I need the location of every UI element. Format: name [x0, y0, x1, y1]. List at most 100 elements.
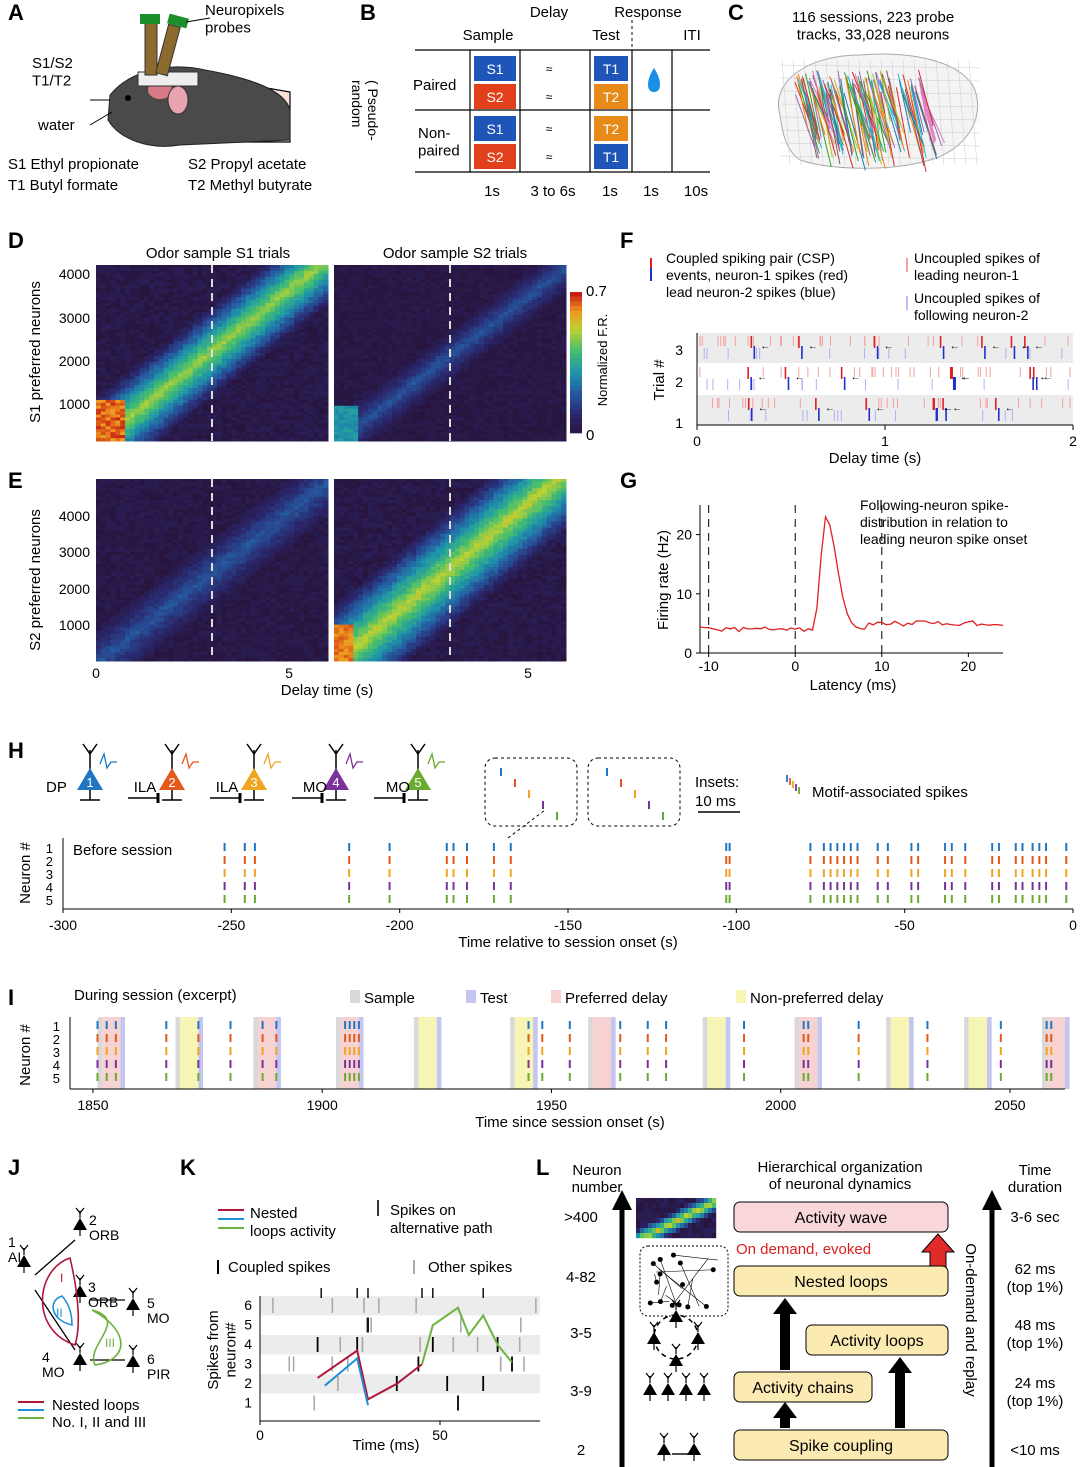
heatmap-d-left-cell	[221, 394, 227, 398]
probe-track	[867, 77, 891, 149]
heatmap-d-left-cell	[149, 379, 155, 383]
heatmap-d-left-cell	[134, 370, 140, 375]
heatmap-d-left-cell	[279, 267, 285, 272]
heatmap-d-left-cell	[168, 265, 174, 269]
heatmap-d-right-cell	[469, 291, 475, 295]
heatmap-d-right-cell	[556, 329, 562, 333]
heatmap-d-left-cell	[115, 282, 121, 287]
heatmap-d-right-cell	[517, 267, 523, 272]
heatmap-d-left-cell	[260, 309, 266, 313]
heatmap-d-left-cell	[212, 288, 218, 292]
heatmap-d-right-cell	[387, 332, 393, 336]
heatmap-d-right-cell	[343, 358, 349, 363]
heatmap-d-right-cell	[479, 320, 485, 325]
heatmap-d-left-cell	[192, 438, 198, 442]
heatmap-d-left-cell	[303, 288, 310, 292]
heatmap-d-left-cell	[265, 303, 271, 307]
heatmap-d-right-cell	[363, 300, 369, 304]
heatmap-d-left-cell	[255, 317, 261, 322]
heatmap-d-left-cell	[158, 326, 165, 331]
heatmap-d-left-cell	[323, 423, 329, 427]
heatmap-d-right-cell	[396, 273, 403, 278]
heatmap-d-right-cell	[537, 270, 543, 275]
heatmap-d-left-cell	[313, 273, 319, 278]
heatmap-d-left-cell	[202, 282, 208, 287]
heatmap-d-left-cell	[270, 320, 276, 325]
heatmap-d-left-cell	[212, 329, 218, 333]
heatmap-d-right-cell	[363, 291, 369, 295]
heatmap-d-left-cell	[212, 379, 218, 383]
heatmap-d-right-cell	[537, 288, 543, 292]
heatmap-d-right-cell	[338, 306, 345, 310]
heatmap-d-right-cell	[338, 320, 345, 325]
heatmap-d-left-cell	[96, 294, 102, 298]
heatmap-d-right-cell	[532, 344, 538, 348]
heatmap-d-left-cell	[241, 350, 247, 354]
heatmap-d-left-cell	[183, 303, 189, 307]
heatmap-d-right-cell	[517, 376, 523, 380]
heatmap-d-right-cell	[343, 311, 349, 316]
heatmap-d-left-cell	[318, 317, 324, 322]
panel-letter-L: L	[536, 1155, 549, 1180]
heatmap-d-right-cell	[517, 279, 523, 284]
heatmap-d-left-cell	[207, 379, 213, 383]
heatmap-d-left-cell	[313, 373, 319, 377]
heatmap-d-left-cell	[216, 382, 223, 386]
heatmap-d-right-cell	[435, 297, 441, 301]
heatmap-d-right-cell	[377, 329, 383, 333]
heatmap-d-right-cell	[488, 376, 494, 380]
heatmap-d-left-cell	[231, 326, 237, 331]
heatmap-d-left-cell	[120, 432, 126, 436]
heatmap-d-right-cell	[367, 300, 374, 304]
heatmap-d-right-cell	[363, 285, 369, 289]
heatmap-d-left-cell	[274, 388, 281, 392]
heatmap-d-left-cell	[115, 420, 121, 424]
heatmap-d-left-cell	[255, 309, 261, 313]
heatmap-d-right-cell	[517, 297, 523, 301]
heatmap-d-right-cell	[401, 267, 407, 272]
heatmap-d-left-cell	[284, 361, 290, 366]
heatmap-d-left-cell	[250, 414, 256, 419]
heatmap-d-right-cell	[435, 317, 441, 322]
heatmap-d-right-cell	[358, 311, 364, 316]
heatmap-d-left-cell	[318, 355, 324, 360]
heatmap-d-right-cell	[561, 344, 567, 348]
heatmap-d-left-cell	[168, 347, 174, 351]
heatmap-d-right-cell	[430, 279, 436, 284]
heatmap-d-left-cell	[284, 355, 290, 360]
heatmap-d-right-cell	[469, 317, 475, 322]
heatmap-d-left-cell	[265, 323, 271, 328]
heatmap-d-right-cell	[425, 291, 432, 295]
heatmap-d-right-cell	[503, 355, 509, 360]
heatmap-d-left-cell	[226, 288, 232, 292]
heatmap-d-left-cell	[168, 364, 174, 369]
heatmap-d-right-cell	[440, 303, 446, 307]
heatmap-d-left-cell	[270, 303, 276, 307]
heatmap-d-left-cell	[216, 285, 223, 289]
heatmap-d-left-cell	[265, 341, 271, 345]
heatmap-d-right-cell	[483, 373, 490, 377]
heatmap-d-left-cell	[197, 376, 203, 380]
heatmap-d-left-cell	[216, 303, 223, 307]
heatmap-d-left-cell	[192, 358, 198, 363]
heatmap-d-right-cell	[551, 341, 557, 345]
heatmap-d-left-cell	[207, 394, 213, 398]
heatmap-d-left-cell	[241, 397, 247, 401]
duration-label: 3 to 6s	[530, 183, 575, 200]
heatmap-d-left-cell	[303, 344, 310, 348]
heatmap-d-left-cell	[207, 344, 213, 348]
sample-box-S1	[474, 116, 516, 141]
heatmap-d-left-cell	[149, 335, 155, 339]
heatmap-d-right-cell	[358, 353, 364, 357]
heatmap-d-left-cell	[178, 438, 184, 442]
heatmap-d-right-cell	[425, 320, 432, 325]
heatmap-d-left-cell	[129, 282, 136, 287]
heatmap-d-right-cell	[498, 367, 504, 372]
heatmap-d-left-cell	[299, 361, 305, 366]
heatmap-d-left-cell	[303, 350, 310, 354]
heatmap-d-right-cell	[508, 347, 514, 351]
heatmap-d-left-cell	[207, 267, 213, 272]
heatmap-d-left-cell	[110, 370, 116, 375]
heatmap-d-left-cell	[158, 353, 165, 357]
heatmap-d-left-cell	[173, 291, 179, 295]
